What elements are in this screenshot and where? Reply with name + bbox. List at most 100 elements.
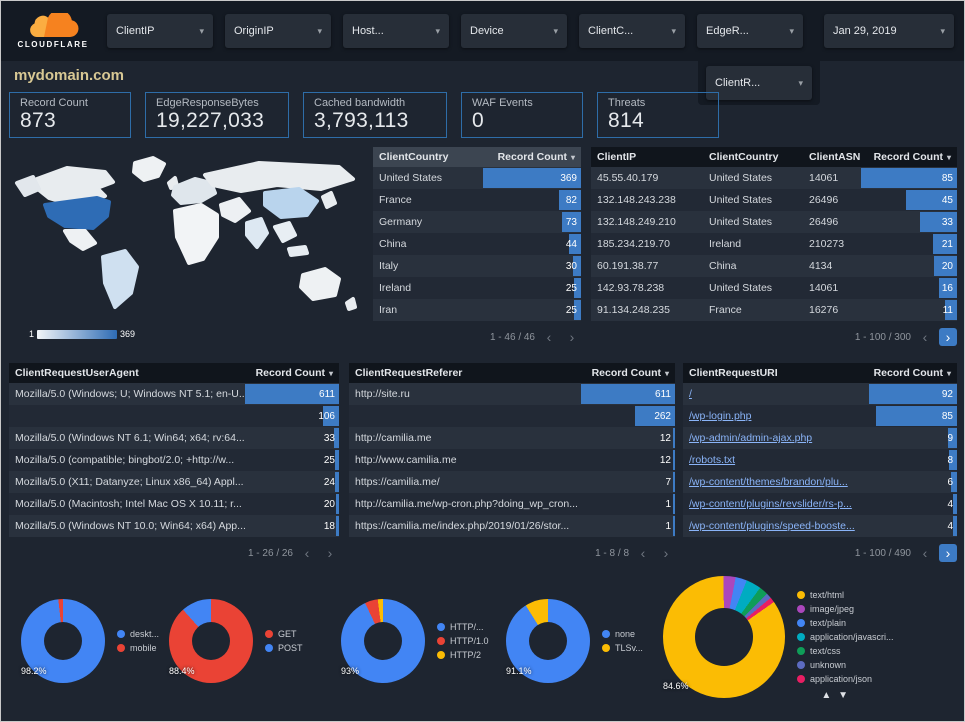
table-header-cell: ClientRequestURI (689, 367, 778, 379)
legend-item[interactable]: POST (265, 643, 303, 653)
table-row[interactable]: 132.148.243.238 United States 26496 45 (591, 189, 957, 211)
table-header-cell[interactable]: Record Count ▾ (873, 151, 951, 163)
table-cell[interactable]: /wp-login.php (689, 410, 752, 422)
table-row[interactable]: 106 (9, 405, 339, 427)
next-page-button[interactable]: › (321, 544, 339, 562)
world-map-chart[interactable]: 1 369 (7, 147, 367, 343)
table-cell[interactable]: /wp-admin/admin-ajax.php (689, 432, 813, 444)
table-row[interactable]: /robots.txt 8 (683, 449, 957, 471)
table-cell[interactable]: /wp-content/plugins/speed-booste... (689, 520, 855, 532)
donut-ring[interactable]: 98.2% (21, 599, 105, 683)
record-count-cell: 73 (483, 211, 581, 233)
table-row[interactable]: Italy 30 (373, 255, 581, 277)
date-range-filter[interactable]: Jan 29, 2019 ▾ (824, 14, 954, 48)
table-row[interactable]: 262 (349, 405, 675, 427)
legend-item[interactable]: image/jpeg (797, 604, 894, 614)
table-cell[interactable]: /wp-content/plugins/revslider/rs-p... (689, 498, 852, 510)
legend-item[interactable]: none (602, 629, 643, 639)
legend-item[interactable]: deskt... (117, 629, 159, 639)
legend-item[interactable]: text/html (797, 590, 894, 600)
legend-item[interactable]: mobile (117, 643, 159, 653)
table-row[interactable]: Mozilla/5.0 (compatible; bingbot/2.0; +h… (9, 449, 339, 471)
table-cell: 185.234.219.70 (597, 238, 670, 250)
table-row[interactable]: 185.234.219.70 Ireland 210273 21 (591, 233, 957, 255)
record-value: 21 (941, 238, 953, 250)
table-row[interactable]: /wp-content/plugins/revslider/rs-p... 4 (683, 493, 957, 515)
table-row[interactable]: http://site.ru 611 (349, 383, 675, 405)
table-row[interactable]: Iran 25 (373, 299, 581, 321)
kpi-value: 0 (472, 109, 484, 132)
legend-item[interactable]: HTTP/1.0 (437, 636, 489, 646)
table-row[interactable]: Mozilla/5.0 (X11; Datanyze; Linux x86_64… (9, 471, 339, 493)
table-row[interactable]: France 82 (373, 189, 581, 211)
table-cell[interactable]: / (689, 388, 692, 400)
table-header-cell[interactable]: Record Count ▾ (497, 151, 575, 163)
table-row[interactable]: Ireland 25 (373, 277, 581, 299)
filter-chip-clientrequest[interactable]: ClientR... ▾ (706, 66, 812, 100)
table-row[interactable]: 91.134.248.235 France 16276 11 (591, 299, 957, 321)
legend-item[interactable]: HTTP/... (437, 622, 489, 632)
next-page-button[interactable]: › (563, 328, 581, 346)
table-row[interactable]: 132.148.249.210 United States 26496 33 (591, 211, 957, 233)
table-row[interactable]: Mozilla/5.0 (Windows; U; Windows NT 5.1;… (9, 383, 339, 405)
record-value: 262 (654, 410, 671, 422)
table-row[interactable]: Mozilla/5.0 (Macintosh; Intel Mac OS X 1… (9, 493, 339, 515)
prev-page-button[interactable]: ‹ (916, 328, 934, 346)
record-bar (335, 472, 339, 492)
donut-ring[interactable]: 93% (341, 599, 425, 683)
next-page-button[interactable]: › (939, 544, 957, 562)
legend-item[interactable]: text/css (797, 646, 894, 656)
table-row[interactable]: Germany 73 (373, 211, 581, 233)
table-row[interactable]: https://camilia.me/7 (349, 471, 675, 493)
filter-chip-clientip[interactable]: ClientIP ▾ (107, 14, 213, 48)
table-header-cell[interactable]: Record Count ▾ (591, 367, 669, 379)
filter-chip-originip[interactable]: OriginIP ▾ (225, 14, 331, 48)
table-row[interactable]: https://camilia.me/index.php/2019/01/26/… (349, 515, 675, 537)
legend-item[interactable]: TLSv... (602, 643, 643, 653)
legend-item[interactable]: GET (265, 629, 303, 639)
table-header-cell[interactable]: Record Count ▾ (873, 367, 951, 379)
table-row[interactable]: http://camilia.me 12 (349, 427, 675, 449)
table-row[interactable]: /wp-content/themes/brandon/plu... 6 (683, 471, 957, 493)
donut-ring[interactable]: 91.1% (506, 599, 590, 683)
table-cell[interactable]: /wp-content/themes/brandon/plu... (689, 476, 848, 488)
prev-page-button[interactable]: ‹ (634, 544, 652, 562)
table-row[interactable]: 60.191.38.77 China 4134 20 (591, 255, 957, 277)
prev-page-button[interactable]: ‹ (916, 544, 934, 562)
table-row[interactable]: /wp-admin/admin-ajax.php 9 (683, 427, 957, 449)
table-row[interactable]: United States 369 (373, 167, 581, 189)
record-bar (906, 190, 957, 210)
donut-ring[interactable]: 88.4% (169, 599, 253, 683)
table-row[interactable]: Mozilla/5.0 (Windows NT 6.1; Win64; x64;… (9, 427, 339, 449)
next-page-button[interactable]: › (657, 544, 675, 562)
legend-item[interactable]: application/json (797, 674, 894, 684)
table-row[interactable]: http://www.camilia.me 12 (349, 449, 675, 471)
table-row[interactable]: 45.55.40.179 United States 14061 85 (591, 167, 957, 189)
legend-item[interactable]: unknown (797, 660, 894, 670)
record-value: 92 (941, 388, 953, 400)
table-row[interactable]: Mozilla/5.0 (Windows NT 10.0; Win64; x64… (9, 515, 339, 537)
table-row[interactable]: 142.93.78.238 United States 14061 16 (591, 277, 957, 299)
donut-ring[interactable]: 84.6% (663, 576, 785, 698)
next-page-button[interactable]: › (939, 328, 957, 346)
prev-page-button[interactable]: ‹ (298, 544, 316, 562)
record-bar (673, 450, 675, 470)
chart-sort-controls[interactable]: ▲ ▼ (821, 690, 850, 701)
filter-chip-clientc[interactable]: ClientC... ▾ (579, 14, 685, 48)
pagination-label: 1 - 46 / 46 (489, 331, 535, 343)
filter-chip-device[interactable]: Device ▾ (461, 14, 567, 48)
table-cell[interactable]: /robots.txt (689, 454, 736, 466)
legend-item[interactable]: HTTP/2 (437, 650, 489, 660)
prev-page-button[interactable]: ‹ (540, 328, 558, 346)
table-row[interactable]: /wp-login.php 85 (683, 405, 957, 427)
filter-chip-host[interactable]: Host... ▾ (343, 14, 449, 48)
table-row[interactable]: /wp-content/plugins/speed-booste... 4 (683, 515, 957, 537)
map-legend-min: 1 (29, 329, 35, 339)
legend-item[interactable]: application/javascri... (797, 632, 894, 642)
table-header-cell[interactable]: Record Count ▾ (255, 367, 333, 379)
table-row[interactable]: http://camilia.me/wp-cron.php?doing_wp_c… (349, 493, 675, 515)
filter-chip-edger[interactable]: EdgeR... ▾ (697, 14, 803, 48)
table-row[interactable]: / 92 (683, 383, 957, 405)
legend-item[interactable]: text/plain (797, 618, 894, 628)
table-row[interactable]: China 44 (373, 233, 581, 255)
